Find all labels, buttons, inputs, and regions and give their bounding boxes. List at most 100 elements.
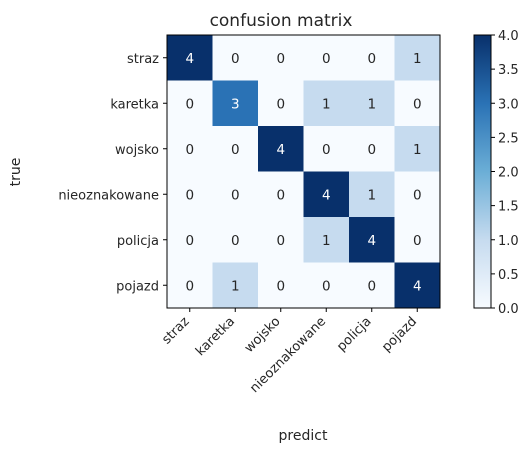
matrix-cell <box>212 80 259 127</box>
matrix-cell <box>349 171 395 218</box>
matrix-cell <box>167 35 213 81</box>
matrix-cell <box>349 35 395 81</box>
cell-value-label: 0 <box>322 51 331 67</box>
y-tick-label: karetka <box>110 97 159 112</box>
cell-value-label: 4 <box>322 187 331 203</box>
matrix-cell <box>258 171 304 218</box>
matrix-cell <box>258 80 304 127</box>
colorbar-ticks: 0.0 0.5 1.0 1.5 2.0 2.5 3.0 3.5 4.0 <box>491 29 519 317</box>
plot-frame <box>166 34 441 309</box>
cell-value-label: 0 <box>413 96 422 112</box>
matrix-cell <box>394 35 441 81</box>
matrix-cell <box>349 217 395 263</box>
cell-value-label: 1 <box>231 278 240 294</box>
cell-value-label: 0 <box>322 278 331 294</box>
cell-value-label: 0 <box>413 187 422 203</box>
cell-value-label: 0 <box>367 142 376 158</box>
cell-value-label: 0 <box>231 142 240 158</box>
cell-value-label: 0 <box>185 278 194 294</box>
matrix-cells: 4 0 0 0 0 1 0 3 0 1 1 0 0 0 4 0 0 1 0 0 0 4 1 0 0 0 0 1 4 0 0 1 0 0 0 4 <box>167 35 441 309</box>
cell-value-label: 0 <box>231 187 240 203</box>
cell-value-label: 0 <box>276 51 285 67</box>
colorbar <box>473 34 492 309</box>
colorbar-tick-label: 0.5 <box>498 268 519 283</box>
cell-value-label: 4 <box>367 233 376 249</box>
matrix-cell <box>303 262 350 309</box>
y-tick-label: straz <box>127 52 159 67</box>
colorbar-tick-label: 1.0 <box>498 234 519 249</box>
matrix-cell <box>212 126 259 172</box>
colorbar-tick-label: 3.0 <box>498 97 519 112</box>
matrix-cell <box>394 217 441 263</box>
matrix-cell <box>167 217 213 263</box>
cell-value-label: 4 <box>413 278 422 294</box>
matrix-cell <box>394 262 441 309</box>
cell-value-label: 1 <box>413 142 422 158</box>
matrix-cell <box>349 126 395 172</box>
y-tick-label: pojazd <box>116 279 159 294</box>
x-tick-label: wojsko <box>242 314 284 356</box>
matrix-cell <box>212 171 259 218</box>
cell-value-label: 0 <box>231 233 240 249</box>
colorbar-tick-label: 2.5 <box>498 131 519 146</box>
chart-title: confusion matrix <box>210 11 353 31</box>
cell-value-label: 3 <box>231 96 240 112</box>
cell-value-label: 1 <box>367 96 376 112</box>
colorbar-tick-label: 0.0 <box>498 302 519 317</box>
y-tick-labels: straz karetka wojsko nieoznakowane policja po… <box>58 52 167 294</box>
cell-value-label: 0 <box>185 142 194 158</box>
matrix-cell <box>258 262 304 309</box>
matrix-cell <box>212 35 259 81</box>
cell-value-label: 1 <box>413 51 422 67</box>
cell-value-label: 4 <box>276 142 285 158</box>
matrix-cell <box>167 262 213 309</box>
matrix-cell <box>303 80 350 127</box>
x-tick-label: pojazd <box>379 314 420 355</box>
y-axis-title: true <box>8 158 24 187</box>
matrix-cell <box>167 171 213 218</box>
matrix-cell <box>394 126 441 172</box>
matrix-cell <box>258 35 304 81</box>
cell-value-label: 0 <box>276 187 285 203</box>
cell-value-label: 0 <box>185 96 194 112</box>
matrix-cell <box>167 80 213 127</box>
matrix-cell <box>394 171 441 218</box>
cell-value-label: 0 <box>185 233 194 249</box>
matrix-cell <box>258 126 304 172</box>
cell-value-label: 1 <box>367 187 376 203</box>
cell-value-label: 0 <box>367 51 376 67</box>
matrix-cell <box>349 262 395 309</box>
cell-value-label: 0 <box>276 96 285 112</box>
y-tick-label: nieoznakowane <box>58 188 159 203</box>
cell-value-label: 0 <box>322 142 331 158</box>
matrix-cell <box>303 217 350 263</box>
matrix-cell <box>303 126 350 172</box>
matrix-cell <box>212 217 259 263</box>
matrix-cell <box>167 126 213 172</box>
cell-value-label: 0 <box>185 187 194 203</box>
cell-value-label: 0 <box>367 278 376 294</box>
matrix-cell <box>303 171 350 218</box>
x-tick-label: karetka <box>193 314 238 359</box>
x-tick-label: policja <box>334 314 374 354</box>
cell-value-label: 1 <box>322 96 331 112</box>
cell-value-label: 4 <box>185 51 194 67</box>
y-tick-label: policja <box>117 234 159 249</box>
x-axis-title: predict <box>279 428 328 444</box>
matrix-cell <box>212 262 259 309</box>
matrix-cell <box>349 80 395 127</box>
y-tick-label: wojsko <box>115 143 159 158</box>
cell-value-label: 0 <box>276 233 285 249</box>
colorbar-tick-label: 1.5 <box>498 200 519 215</box>
cell-value-label: 0 <box>276 278 285 294</box>
cell-value-label: 0 <box>231 51 240 67</box>
matrix-cell <box>394 80 441 127</box>
colorbar-tick-label: 2.0 <box>498 166 519 181</box>
colorbar-tick-label: 4.0 <box>498 29 519 44</box>
matrix-cell <box>303 35 350 81</box>
cell-value-label: 0 <box>413 233 422 249</box>
cell-value-label: 1 <box>322 233 331 249</box>
matrix-cell <box>258 217 304 263</box>
